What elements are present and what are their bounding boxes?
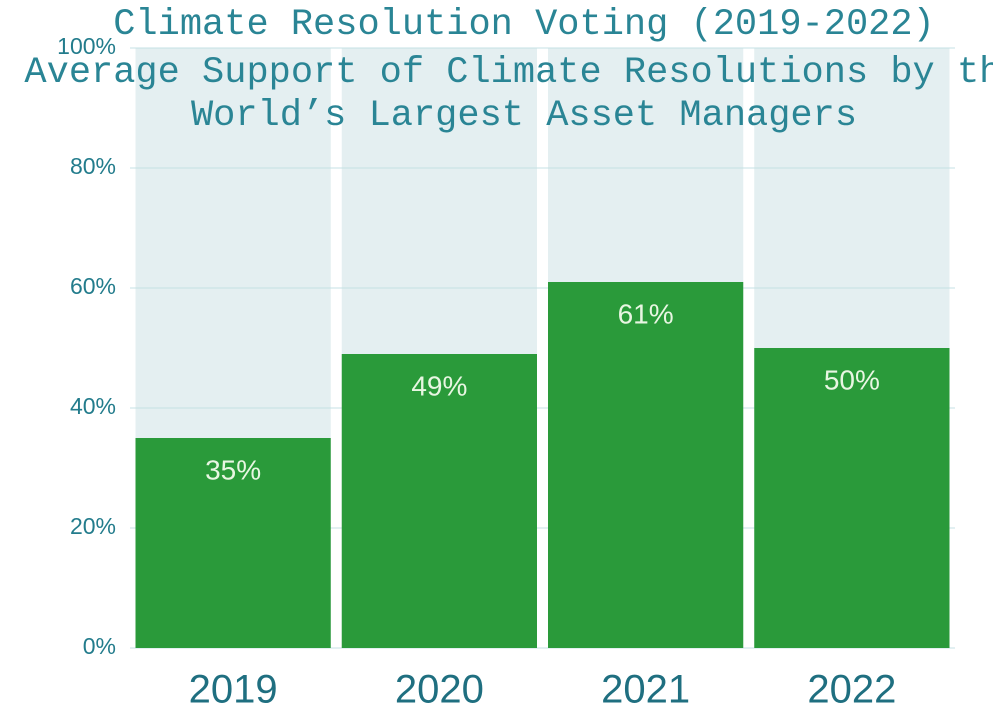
y-tick-label: 40% xyxy=(70,393,116,419)
y-tick-label: 80% xyxy=(70,153,116,179)
y-tick-label: 60% xyxy=(70,273,116,299)
y-tick-label: 20% xyxy=(70,513,116,539)
chart-subtitle: World’s Largest Asset Managers xyxy=(191,95,857,137)
chart-title: Climate Resolution Voting (2019-2022) xyxy=(113,4,935,46)
labels: 0% 20% 40% 60% 80% 100% 2019 35% 2020 49% 2021 61% 2… xyxy=(57,33,896,711)
bar xyxy=(548,282,744,648)
chart-subtitle: Average Support of Climate Resolutions b… xyxy=(24,52,993,94)
value-label: 61% xyxy=(618,298,674,329)
y-tick-label: 0% xyxy=(83,633,116,659)
x-tick-label: 2022 xyxy=(807,668,896,712)
y-tick-label: 100% xyxy=(57,33,116,59)
bar xyxy=(754,348,950,648)
bars xyxy=(135,282,950,648)
x-tick-label: 2020 xyxy=(395,668,484,712)
value-label: 35% xyxy=(205,454,261,485)
value-label: 49% xyxy=(411,370,467,401)
bar xyxy=(135,438,331,648)
x-tick-label: 2021 xyxy=(601,668,690,712)
bar xyxy=(341,354,537,648)
x-tick-label: 2019 xyxy=(189,668,278,712)
value-label: 50% xyxy=(824,364,880,395)
